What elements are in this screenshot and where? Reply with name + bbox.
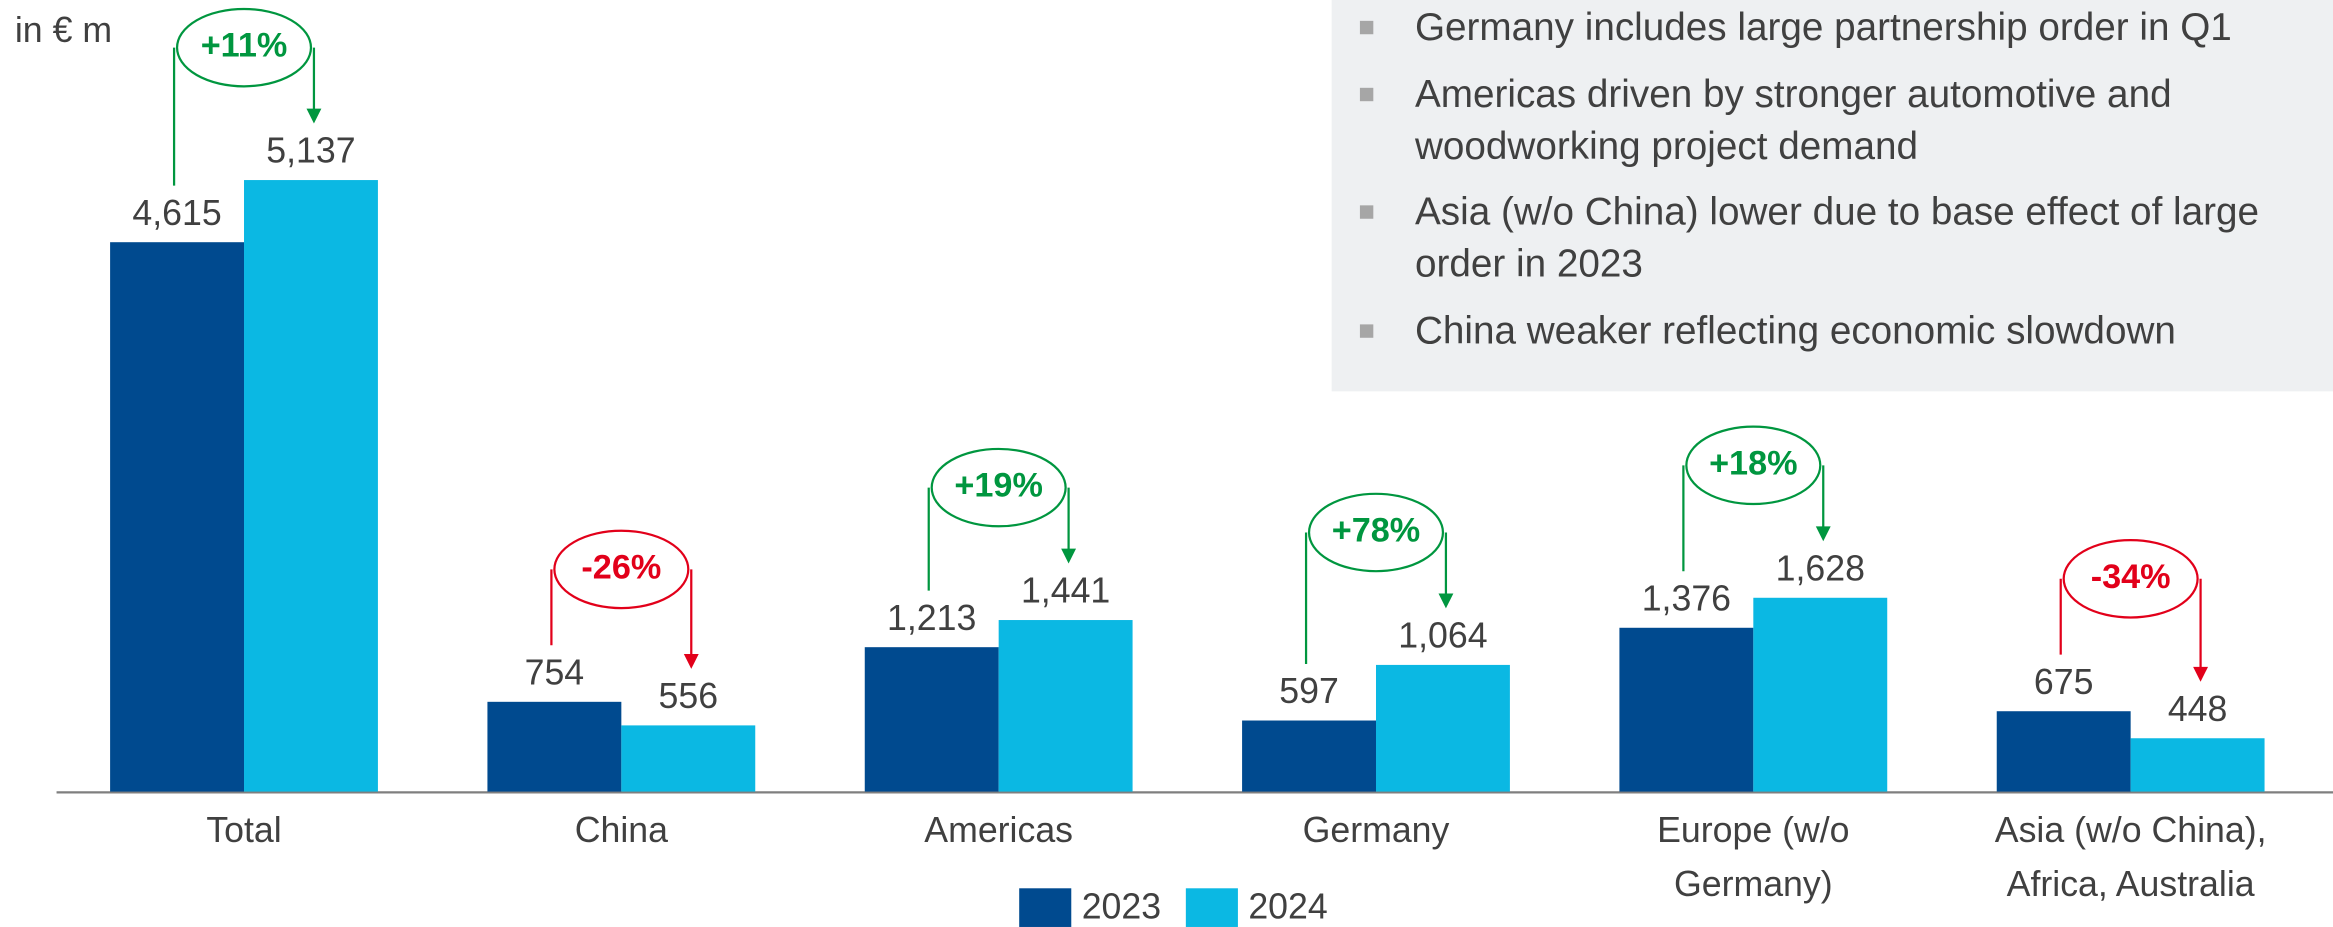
annotation-bracket bbox=[1682, 465, 1825, 572]
legend-label: 2023 bbox=[1082, 887, 1161, 927]
annotation-arrow bbox=[683, 653, 699, 669]
value-label: 4,615 bbox=[132, 193, 221, 233]
bar bbox=[864, 647, 999, 792]
annotation-bracket bbox=[2059, 578, 2202, 670]
annotation-bracket bbox=[172, 47, 316, 186]
x-tick-label: Asia (w/o China), Africa, Australia bbox=[1995, 811, 2267, 905]
annotation-oval bbox=[1685, 425, 1822, 506]
value-label: 1,628 bbox=[1776, 548, 1865, 588]
bullet-text: Americas driven by stronger automotive a… bbox=[1415, 73, 2172, 116]
bar bbox=[244, 180, 378, 792]
bullet-marker bbox=[1359, 205, 1374, 219]
bullet-text: order in 2023 bbox=[1415, 243, 1643, 286]
annotation-bracket bbox=[927, 487, 1070, 591]
value-label: 754 bbox=[525, 652, 585, 692]
x-tick-label: Americas bbox=[924, 811, 1073, 851]
annotation-bracket bbox=[1304, 532, 1448, 664]
bar bbox=[1753, 597, 1888, 792]
annotation-oval bbox=[553, 529, 690, 610]
annotation-arrow bbox=[1438, 593, 1454, 609]
annotation-arrow bbox=[1815, 526, 1831, 542]
annotation-arrow bbox=[306, 108, 322, 124]
bullet-text: Germany includes large partnership order… bbox=[1415, 6, 2232, 49]
value-label: 1,064 bbox=[1398, 616, 1487, 656]
annotation-oval bbox=[1307, 492, 1445, 573]
legend-swatch bbox=[1185, 888, 1238, 927]
value-label: 675 bbox=[2034, 662, 2094, 702]
x-tick-label: Germany bbox=[1303, 811, 1450, 851]
annotation-arrow bbox=[1061, 548, 1077, 564]
value-label: 556 bbox=[659, 676, 719, 716]
annotation-oval bbox=[175, 7, 313, 88]
bar bbox=[621, 725, 756, 792]
unit-label: in € m bbox=[15, 10, 112, 50]
x-tick-label: Europe (w/o Germany) bbox=[1657, 811, 1849, 905]
bullet-marker bbox=[1359, 324, 1374, 338]
comment-box bbox=[1331, 0, 2333, 392]
value-label: 1,376 bbox=[1642, 578, 1731, 618]
bar bbox=[1619, 627, 1754, 792]
value-label: 448 bbox=[2168, 689, 2228, 729]
legend-label: 2024 bbox=[1248, 887, 1327, 927]
bullet-marker bbox=[1359, 87, 1374, 102]
bar bbox=[1375, 664, 1510, 792]
annotation-text: +11% bbox=[201, 27, 288, 65]
bar bbox=[2130, 738, 2265, 792]
bar bbox=[1242, 720, 1376, 792]
value-label: 597 bbox=[1279, 671, 1339, 711]
annotation-oval bbox=[2062, 539, 2199, 619]
value-label: 1,441 bbox=[1021, 571, 1110, 611]
annotation-text: +18% bbox=[1709, 444, 1797, 482]
bar bbox=[998, 620, 1133, 792]
annotation-text: +19% bbox=[954, 467, 1042, 505]
x-tick-label: China bbox=[575, 811, 668, 851]
bullet-text: Asia (w/o China) lower due to base effec… bbox=[1415, 190, 2259, 233]
bullet-marker bbox=[1359, 20, 1374, 35]
annotation-text: -34% bbox=[2091, 558, 2171, 596]
annotation-text: -26% bbox=[581, 548, 661, 586]
bar bbox=[110, 242, 245, 792]
value-label: 5,137 bbox=[266, 131, 355, 171]
bullet-text: woodworking project demand bbox=[1414, 125, 1918, 168]
annotation-arrow bbox=[2193, 666, 2209, 682]
value-label: 1,213 bbox=[887, 598, 976, 638]
annotation-text: +78% bbox=[1332, 512, 1420, 550]
annotation-oval bbox=[930, 447, 1067, 528]
annotation-bracket bbox=[550, 569, 693, 657]
legend-swatch bbox=[1019, 888, 1072, 927]
bar bbox=[487, 701, 622, 792]
bar bbox=[1996, 711, 2131, 792]
bullet-text: China weaker reflecting economic slowdow… bbox=[1415, 310, 2176, 353]
x-tick-label: Total bbox=[206, 811, 281, 851]
